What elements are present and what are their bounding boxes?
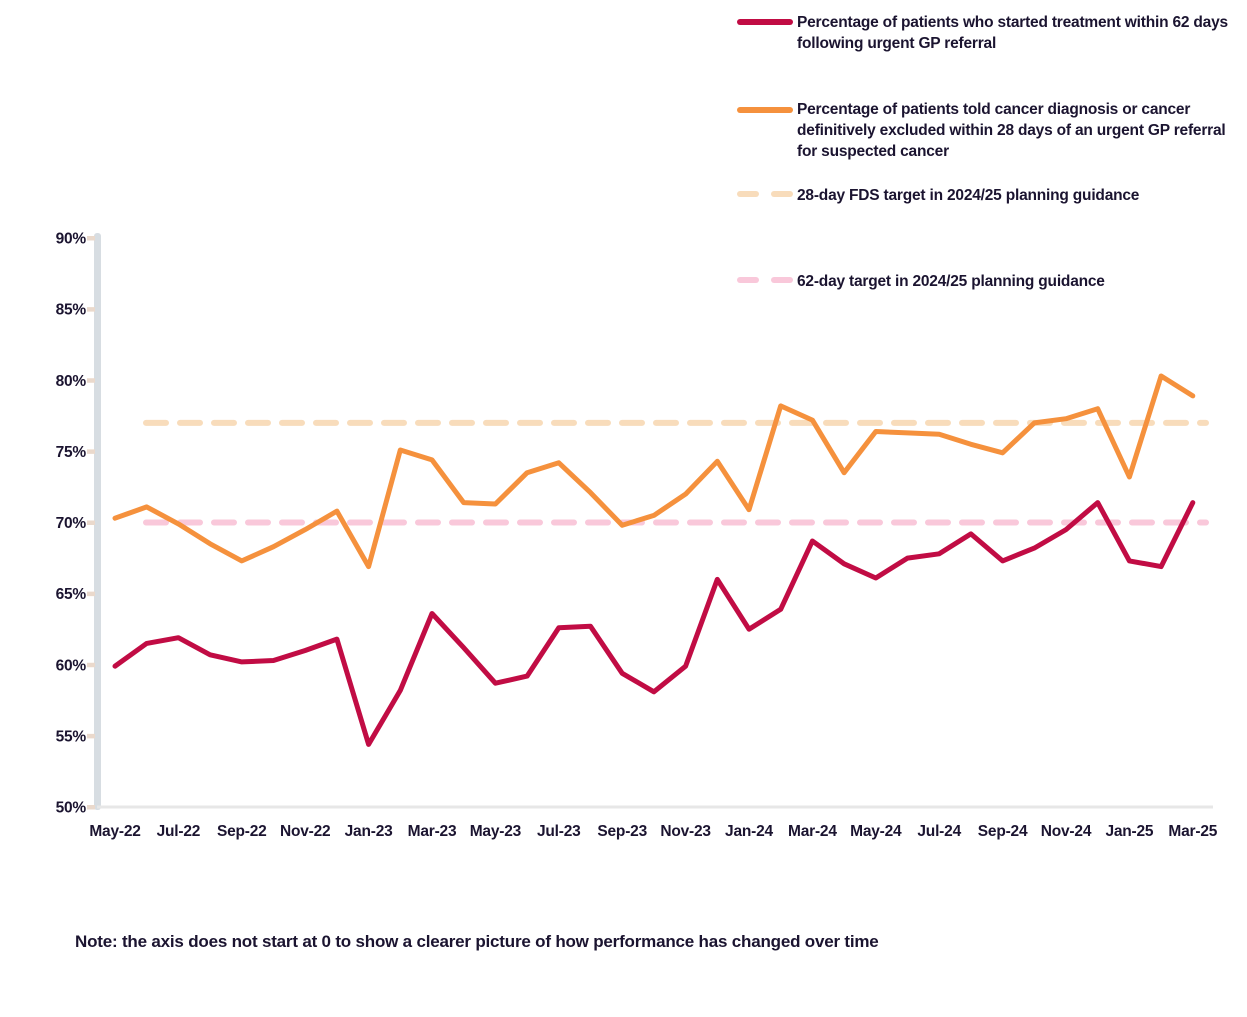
legend-item-62day-series: Percentage of patients who started treat… [737, 12, 1247, 54]
legend-label-28day-series: Percentage of patients told cancer diagn… [797, 101, 1226, 160]
x-tick-label: Sep-24 [978, 823, 1028, 840]
y-tick-label: 90% [56, 231, 87, 248]
legend-swatch-62day-target-dash-icon [737, 277, 793, 283]
y-tick-mark [87, 805, 95, 810]
y-tick-mark [87, 591, 95, 597]
y-tick-label: 60% [56, 657, 87, 674]
y-tick-label: 50% [56, 800, 87, 817]
y-tick-mark [87, 449, 95, 454]
y-tick-label: 85% [56, 302, 87, 319]
y-axis-line [94, 233, 101, 810]
y-tick-label: 55% [56, 728, 87, 745]
legend-swatch-28day-target-dash-icon [737, 191, 793, 197]
legend-swatch-62day-line-icon [737, 19, 793, 25]
y-tick-label: 65% [56, 586, 87, 603]
legend-label-62day-target: 62-day target in 2024/25 planning guidan… [797, 273, 1105, 290]
x-axis-line [97, 805, 1213, 809]
x-tick-label: Jul-24 [917, 823, 961, 840]
series-line-62day [112, 500, 1196, 747]
legend-item-62day-target: 62-day target in 2024/25 planning guidan… [737, 271, 1247, 292]
x-tick-label: Nov-23 [660, 823, 711, 840]
x-tick-label: Jan-24 [725, 823, 773, 840]
x-tick-label: Jan-25 [1105, 823, 1153, 840]
footnote: Note: the axis does not start at 0 to sh… [75, 932, 879, 951]
x-tick-label: Mar-24 [788, 823, 837, 840]
legend-item-28day-series: Percentage of patients told cancer diagn… [737, 99, 1247, 162]
x-tick-label: Sep-22 [217, 823, 267, 840]
y-tick-mark [87, 378, 95, 383]
legend-label-62day-series: Percentage of patients who started treat… [797, 14, 1228, 52]
y-tick-mark [87, 307, 95, 312]
legend-item-28day-target: 28-day FDS target in 2024/25 planning gu… [737, 185, 1247, 206]
x-tick-label: Sep-23 [597, 823, 647, 840]
x-tick-label: Mar-23 [408, 823, 457, 840]
y-tick-label: 70% [56, 515, 87, 532]
x-tick-label: Nov-22 [280, 823, 330, 840]
y-tick-mark [87, 236, 95, 241]
x-tick-label: May-22 [89, 823, 140, 840]
legend-swatch-28day-line-icon [737, 107, 793, 113]
x-tick-label: Jan-23 [345, 823, 393, 840]
y-tick-label: 75% [56, 444, 87, 461]
x-tick-label: May-23 [470, 823, 522, 840]
x-tick-label: Jul-22 [157, 823, 201, 840]
x-tick-label: Mar-25 [1168, 823, 1217, 840]
y-tick-mark [87, 520, 95, 525]
legend-label-28day-target: 28-day FDS target in 2024/25 planning gu… [797, 187, 1140, 204]
x-tick-label: Nov-24 [1041, 823, 1092, 840]
x-tick-label: Jul-23 [537, 823, 581, 840]
y-tick-mark [87, 662, 95, 668]
y-tick-mark [87, 733, 95, 739]
y-tick-label: 80% [56, 373, 87, 390]
x-tick-label: May-24 [850, 823, 902, 840]
series-line-28day [112, 373, 1196, 570]
legend: Percentage of patients who started treat… [0, 0, 1247, 320]
